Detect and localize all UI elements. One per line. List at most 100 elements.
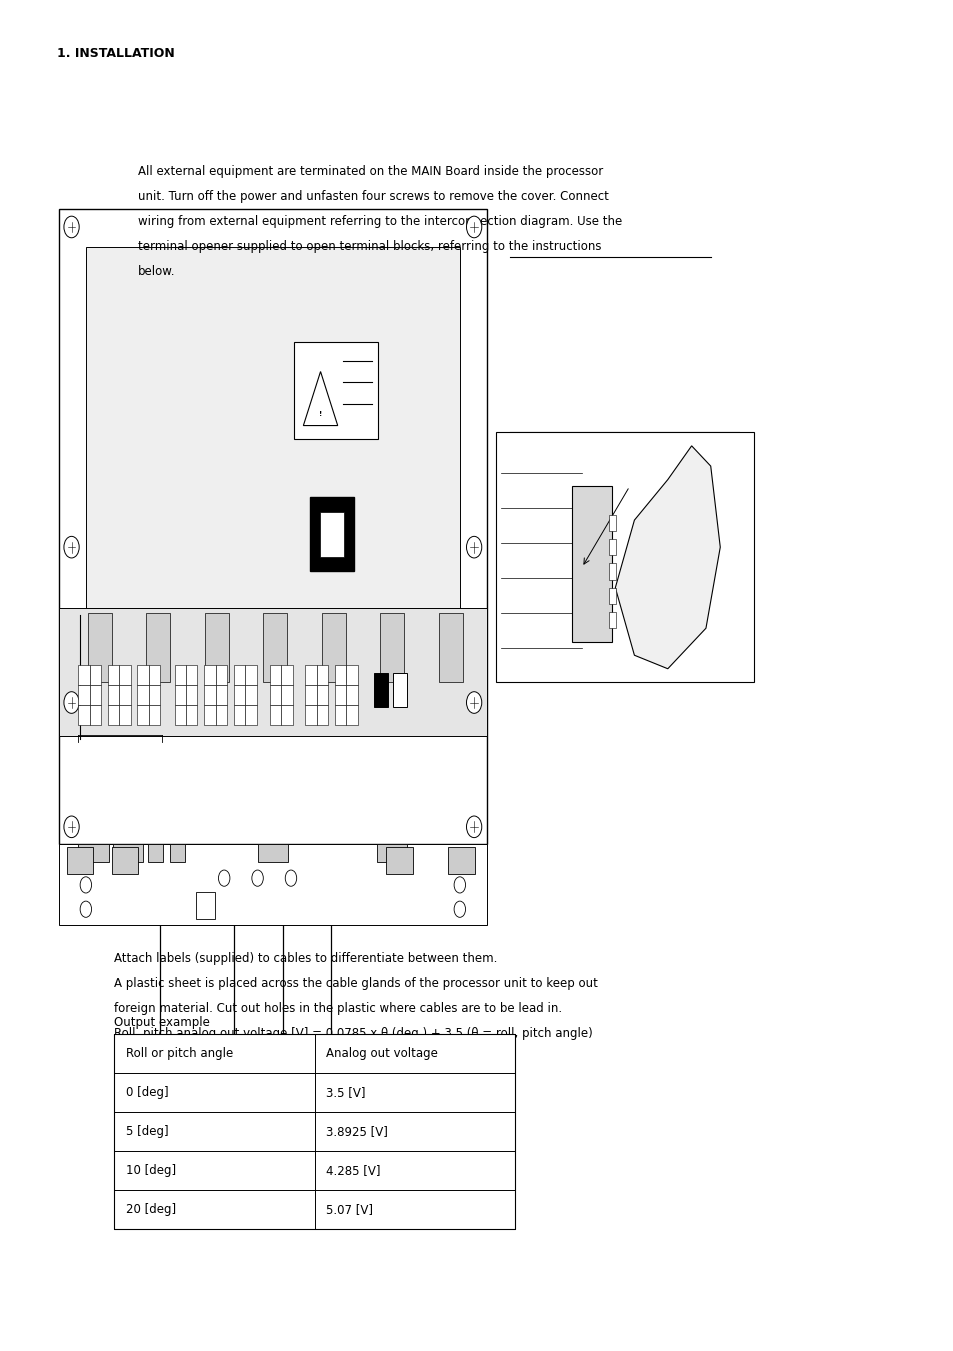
Bar: [174, 665, 186, 685]
Bar: [294, 342, 377, 439]
Bar: [88, 613, 112, 682]
Bar: [137, 665, 149, 685]
Bar: [170, 844, 185, 862]
Bar: [59, 844, 486, 925]
Polygon shape: [615, 446, 720, 669]
Bar: [119, 705, 131, 725]
Bar: [393, 673, 407, 707]
Circle shape: [466, 816, 481, 838]
Bar: [149, 705, 160, 725]
Circle shape: [64, 216, 79, 238]
Bar: [137, 705, 149, 725]
Bar: [215, 665, 227, 685]
Bar: [67, 847, 93, 874]
Bar: [335, 685, 346, 705]
Bar: [346, 705, 357, 725]
Bar: [78, 844, 109, 862]
Circle shape: [466, 216, 481, 238]
Circle shape: [80, 901, 91, 917]
Bar: [233, 685, 245, 705]
Bar: [119, 665, 131, 685]
Bar: [204, 665, 215, 685]
Text: 3.8925 [V]: 3.8925 [V]: [326, 1125, 388, 1138]
Circle shape: [466, 692, 481, 713]
Bar: [69, 855, 476, 869]
Text: 4.285 [V]: 4.285 [V]: [326, 1165, 380, 1177]
Bar: [146, 613, 170, 682]
Circle shape: [64, 692, 79, 713]
Bar: [305, 665, 316, 685]
Bar: [195, 892, 214, 919]
Text: Output example: Output example: [114, 1016, 210, 1029]
Text: unit. Turn off the power and unfasten four screws to remove the cover. Connect: unit. Turn off the power and unfasten fo…: [138, 189, 609, 203]
Text: All external equipment are terminated on the MAIN Board inside the processor: All external equipment are terminated on…: [138, 165, 603, 178]
Bar: [205, 613, 229, 682]
Bar: [149, 665, 160, 685]
Bar: [78, 705, 90, 725]
Bar: [316, 685, 328, 705]
Text: Attach labels (supplied) to cables to differentiate between them.: Attach labels (supplied) to cables to di…: [114, 952, 497, 966]
Bar: [496, 432, 753, 682]
Bar: [270, 685, 281, 705]
Bar: [78, 685, 90, 705]
Bar: [186, 665, 197, 685]
Text: 1. INSTALLATION: 1. INSTALLATION: [57, 47, 174, 61]
Bar: [90, 685, 101, 705]
Bar: [108, 665, 119, 685]
Text: 20 [deg]: 20 [deg]: [126, 1204, 176, 1216]
Bar: [245, 685, 256, 705]
Bar: [119, 685, 131, 705]
Circle shape: [454, 877, 465, 893]
Bar: [215, 685, 227, 705]
Text: !: !: [318, 412, 322, 417]
Circle shape: [454, 901, 465, 917]
Bar: [108, 685, 119, 705]
Bar: [186, 705, 197, 725]
Bar: [78, 665, 90, 685]
Bar: [174, 685, 186, 705]
Bar: [270, 665, 281, 685]
Bar: [281, 685, 293, 705]
Bar: [204, 705, 215, 725]
Bar: [148, 844, 163, 862]
Bar: [335, 705, 346, 725]
Bar: [310, 497, 354, 571]
Bar: [346, 665, 357, 685]
Bar: [59, 209, 486, 844]
Bar: [376, 844, 407, 862]
Bar: [108, 705, 119, 725]
Circle shape: [64, 816, 79, 838]
Bar: [215, 705, 227, 725]
Bar: [448, 847, 475, 874]
Circle shape: [80, 877, 91, 893]
Bar: [233, 665, 245, 685]
Bar: [149, 685, 160, 705]
Bar: [114, 1034, 515, 1229]
Bar: [319, 512, 344, 557]
Bar: [321, 613, 345, 682]
Bar: [137, 685, 149, 705]
Text: terminal opener supplied to open terminal blocks, referring to the instructions: terminal opener supplied to open termina…: [138, 239, 601, 253]
Bar: [316, 665, 328, 685]
Bar: [233, 705, 245, 725]
Bar: [438, 613, 462, 682]
Bar: [112, 847, 138, 874]
Circle shape: [64, 536, 79, 558]
Bar: [608, 515, 616, 531]
Bar: [305, 685, 316, 705]
Text: Roll or pitch angle: Roll or pitch angle: [126, 1047, 233, 1059]
Text: below.: below.: [138, 265, 175, 278]
Bar: [263, 613, 287, 682]
Bar: [59, 608, 486, 736]
Polygon shape: [303, 372, 337, 426]
Text: Analog out voltage: Analog out voltage: [326, 1047, 437, 1059]
Bar: [204, 685, 215, 705]
Text: Roll, pitch analog out voltage [V] = 0.0785 x θ (deg.) + 3.5 (θ = roll, pitch an: Roll, pitch analog out voltage [V] = 0.0…: [114, 1028, 593, 1040]
Bar: [335, 665, 346, 685]
Circle shape: [466, 536, 481, 558]
Bar: [90, 665, 101, 685]
Bar: [316, 705, 328, 725]
Circle shape: [285, 870, 296, 886]
Bar: [174, 705, 186, 725]
Bar: [608, 539, 616, 555]
